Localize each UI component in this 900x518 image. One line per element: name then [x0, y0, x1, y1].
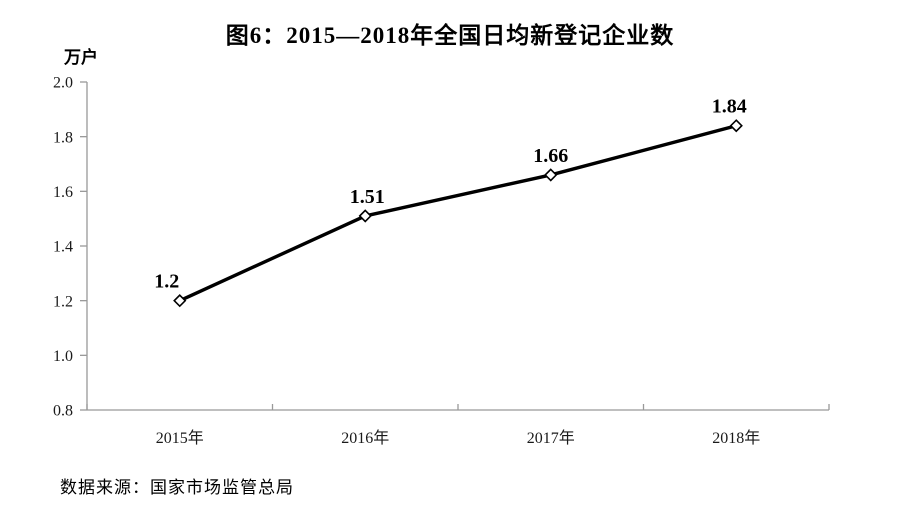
series-line: [178, 124, 738, 303]
data-point-marker: [544, 168, 558, 182]
x-axis-category-label: 2017年: [527, 429, 575, 447]
x-axis-category-label: 2015年: [156, 429, 204, 447]
data-point-marker: [358, 209, 372, 223]
data-source-caption: 数据来源：国家市场监管总局: [60, 478, 294, 497]
y-axis-tick-label: 1.6: [53, 184, 73, 201]
data-point-label: 1.66: [533, 145, 568, 167]
x-axis-category-label: 2016年: [341, 429, 389, 447]
y-axis-tick-label: 1.2: [53, 293, 73, 310]
y-axis-tick-label: 1.8: [53, 129, 73, 146]
data-point-marker: [729, 119, 743, 133]
y-axis-tick-label: 1.0: [53, 348, 73, 365]
data-point-label: 1.51: [350, 186, 385, 208]
data-point-marker: [173, 294, 187, 308]
y-axis-unit-label: 万户: [64, 48, 98, 67]
chart-title: 图6：2015—2018年全国日均新登记企业数: [225, 23, 675, 48]
data-point-label: 1.2: [154, 271, 179, 293]
x-axis-category-label: 2018年: [712, 429, 760, 447]
y-axis-tick-label: 1.4: [53, 239, 73, 256]
y-axis-tick-label: 0.8: [53, 403, 73, 420]
data-point-label: 1.84: [712, 96, 747, 118]
y-axis-tick-label: 2.0: [53, 75, 73, 92]
